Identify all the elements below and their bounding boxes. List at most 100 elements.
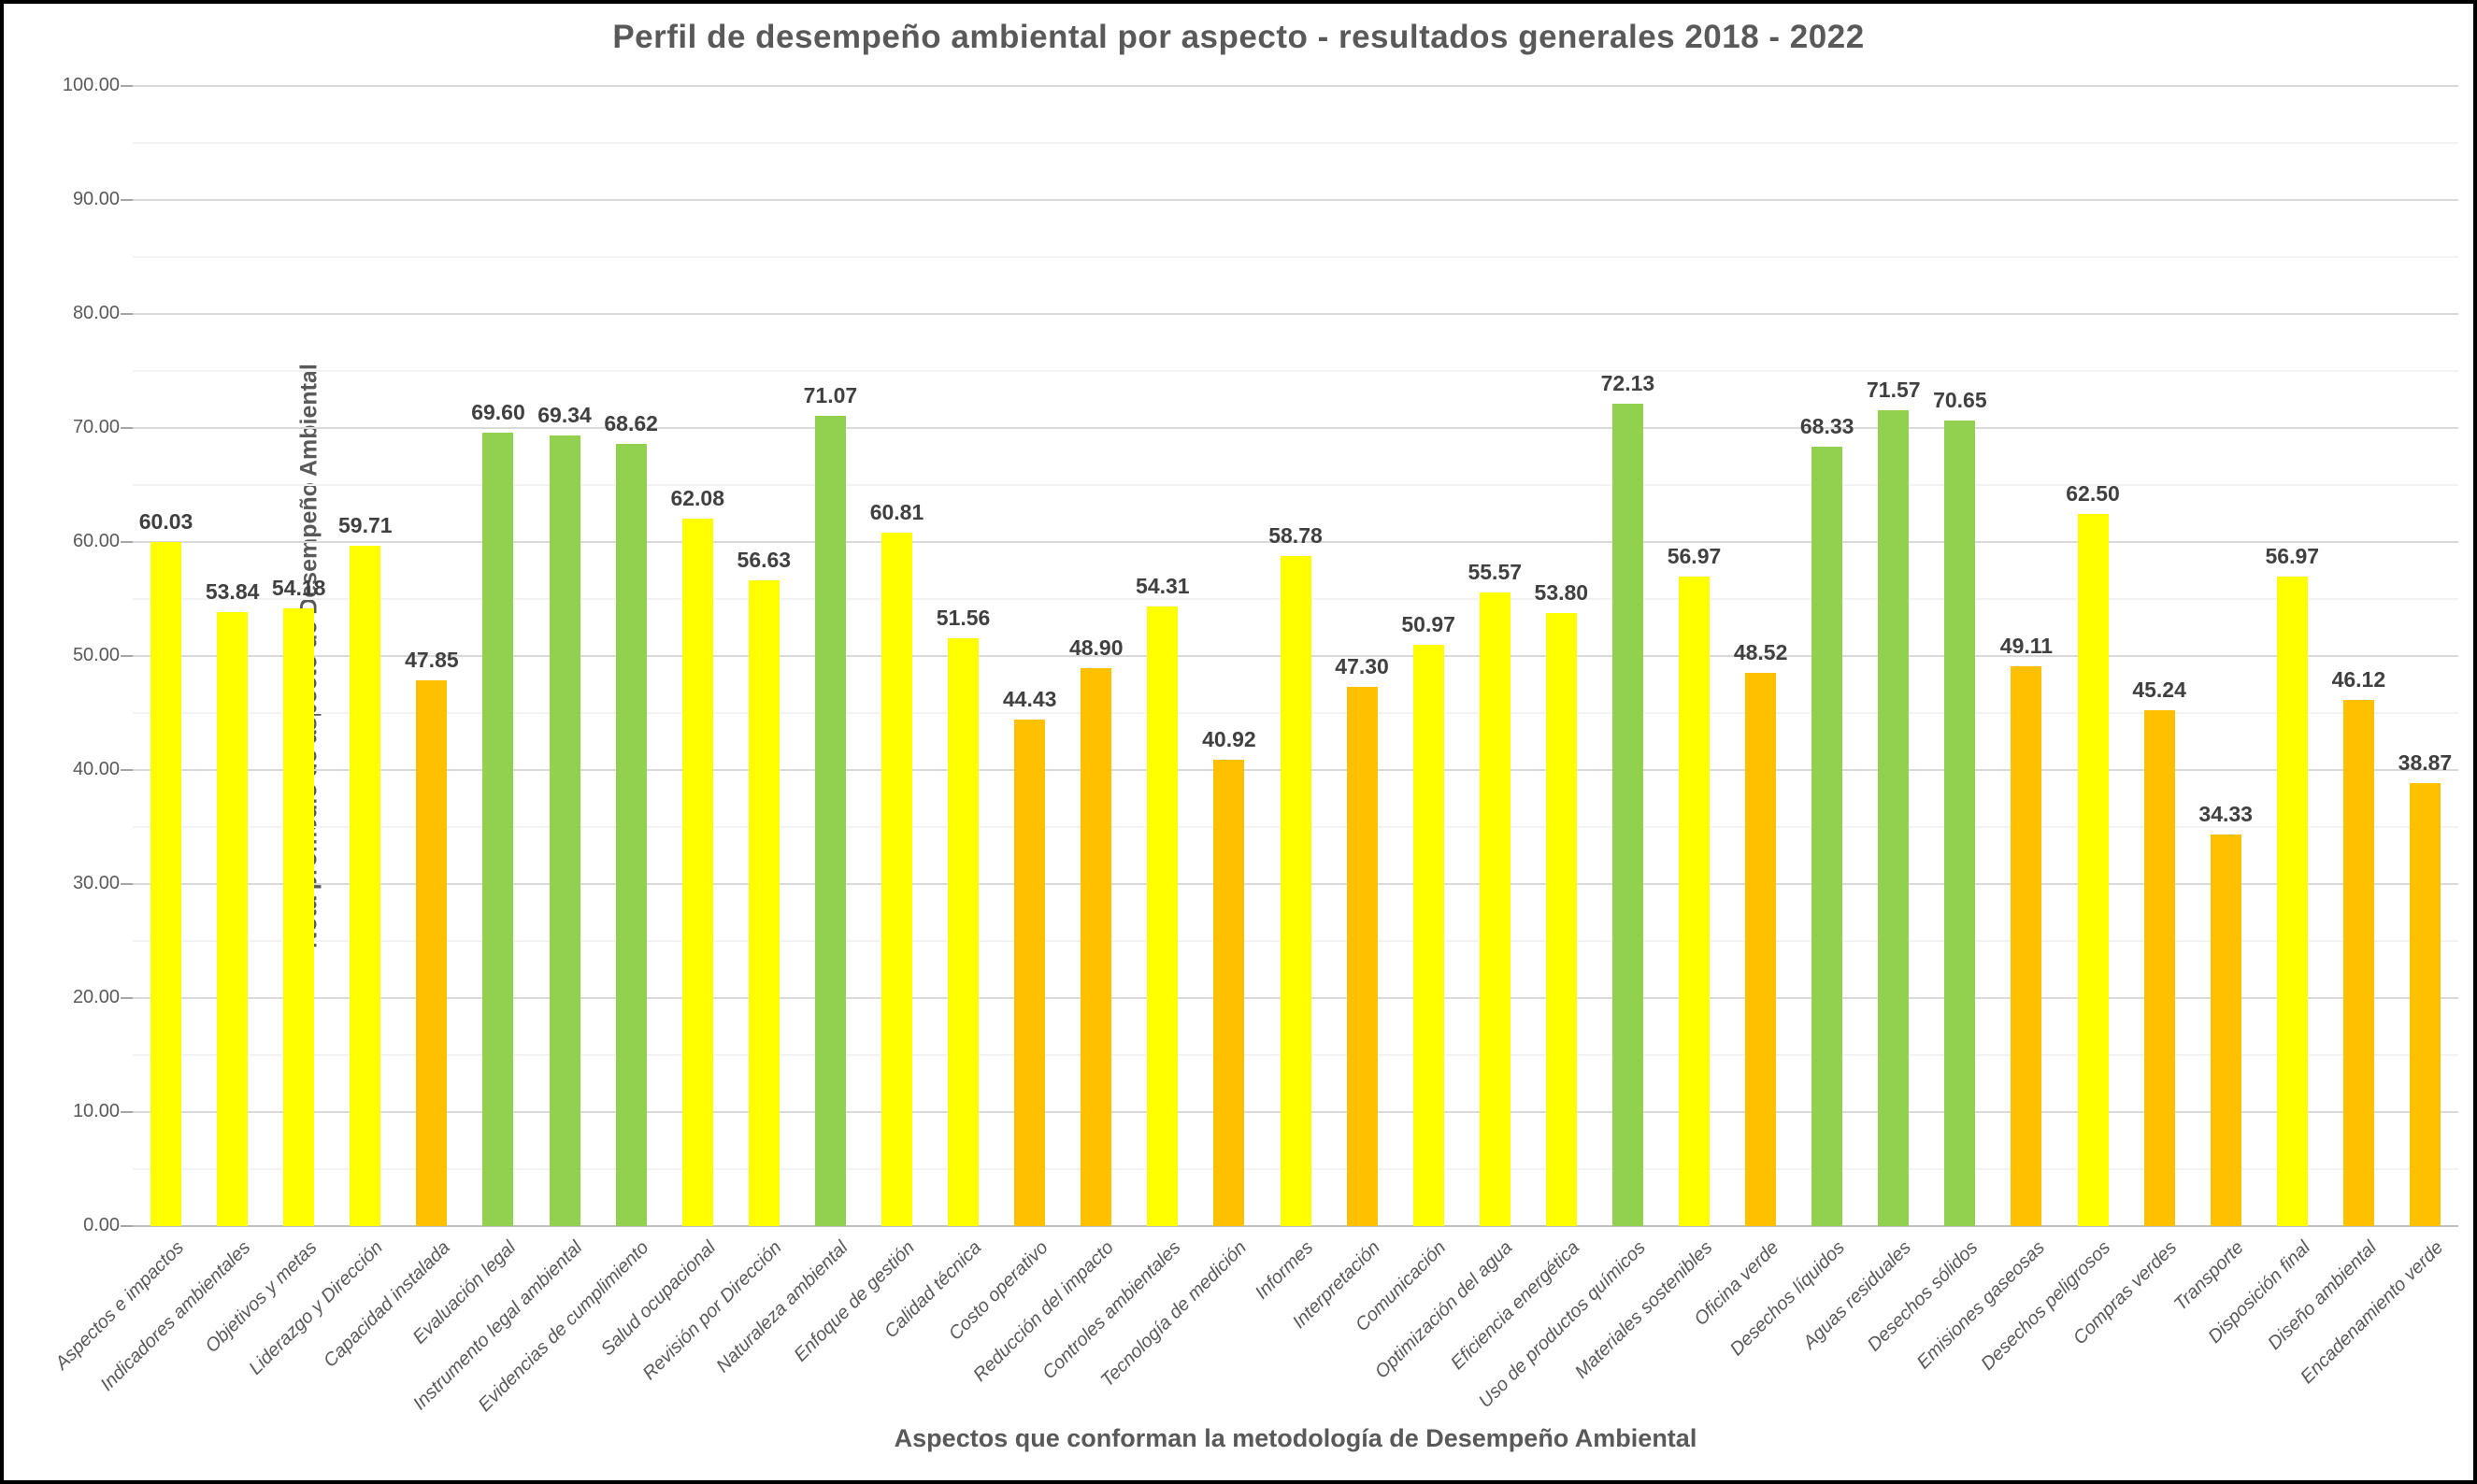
bar-value-label: 60.03 bbox=[138, 508, 193, 534]
y-tick-label: 50.00 bbox=[72, 645, 120, 665]
y-axis-tick-mark bbox=[121, 883, 133, 885]
bar bbox=[1213, 759, 1245, 1226]
bar-value-label: 53.84 bbox=[205, 579, 260, 605]
bar-value-label: 68.62 bbox=[604, 410, 658, 435]
y-tick-label: 80.00 bbox=[72, 303, 120, 323]
bar bbox=[2077, 513, 2109, 1226]
bar bbox=[2143, 710, 2175, 1226]
category-label: Emisiones gaseosas bbox=[1912, 1237, 2049, 1374]
bar bbox=[2409, 782, 2441, 1226]
category-label: Informes bbox=[1251, 1237, 1318, 1304]
bar bbox=[1611, 404, 1643, 1226]
y-axis-tick-mark bbox=[121, 655, 133, 657]
gridline-major bbox=[133, 85, 2458, 87]
category-label: Naturaleza ambiental bbox=[712, 1237, 852, 1377]
bar-value-label: 58.78 bbox=[1268, 522, 1323, 548]
y-axis-tick-mark bbox=[121, 427, 133, 429]
gridline-minor bbox=[133, 142, 2458, 144]
bar bbox=[1679, 576, 1710, 1226]
bar-value-label: 38.87 bbox=[2398, 749, 2453, 775]
bar bbox=[615, 443, 647, 1226]
bar-value-label: 47.30 bbox=[1335, 653, 1389, 678]
gridline-major bbox=[133, 313, 2458, 315]
bar-value-label: 50.97 bbox=[1401, 612, 1455, 637]
bar bbox=[814, 415, 846, 1226]
y-axis-tick-mark bbox=[121, 769, 133, 771]
bar bbox=[1944, 421, 1976, 1226]
bar bbox=[1479, 592, 1511, 1226]
bar bbox=[1147, 606, 1179, 1226]
bar-value-label: 69.60 bbox=[471, 399, 525, 424]
bar-value-label: 71.57 bbox=[1866, 377, 1921, 402]
bar-value-label: 62.50 bbox=[2066, 480, 2120, 506]
y-axis-tick-mark bbox=[121, 85, 133, 87]
bar bbox=[1280, 555, 1311, 1226]
bar-value-label: 46.12 bbox=[2331, 667, 2386, 692]
bar-value-label: 70.65 bbox=[1933, 388, 1987, 413]
bar-value-label: 62.08 bbox=[670, 485, 724, 510]
y-tick-label: 20.00 bbox=[72, 987, 120, 1007]
bar bbox=[217, 612, 249, 1226]
bar bbox=[681, 518, 713, 1226]
category-label: Desechos líquidos bbox=[1726, 1237, 1850, 1361]
bar bbox=[1545, 612, 1577, 1226]
bar-value-label: 49.11 bbox=[1999, 633, 2054, 658]
bar-value-label: 72.13 bbox=[1600, 371, 1655, 396]
plot-area: 60.03 53.84 54.18 59.71 47.85 69.60 69.34 68.62… bbox=[133, 85, 2458, 1227]
bar bbox=[948, 637, 980, 1226]
bar bbox=[2011, 665, 2042, 1226]
y-axis-tick-mark bbox=[121, 541, 133, 543]
bar-value-label: 60.81 bbox=[869, 500, 924, 525]
bar bbox=[1745, 673, 1777, 1226]
bar bbox=[1346, 686, 1378, 1226]
bar-value-label: 34.33 bbox=[2198, 802, 2253, 827]
gridline-minor bbox=[133, 484, 2458, 486]
bar bbox=[1081, 668, 1112, 1226]
bar-value-label: 55.57 bbox=[1468, 560, 1523, 585]
bar bbox=[1014, 719, 1046, 1226]
bar-value-label: 40.92 bbox=[1202, 726, 1256, 751]
y-tick-label: 100.00 bbox=[62, 75, 120, 95]
bar bbox=[549, 435, 580, 1226]
category-label: Enfoque de gestión bbox=[790, 1237, 920, 1366]
bar bbox=[1878, 409, 1910, 1226]
category-label: Objetivos y metas bbox=[201, 1237, 322, 1357]
category-label: Desechos peligrosos bbox=[1977, 1237, 2115, 1375]
bar-value-label: 69.34 bbox=[537, 403, 592, 428]
bar-value-label: 44.43 bbox=[1002, 686, 1057, 711]
bar bbox=[2210, 835, 2241, 1226]
category-label: Capacidad instalada bbox=[319, 1237, 454, 1372]
bar bbox=[283, 608, 315, 1226]
bar bbox=[482, 432, 514, 1226]
bar-value-label: 51.56 bbox=[936, 605, 991, 630]
category-label: Eficiencia energética bbox=[1446, 1237, 1583, 1375]
gridline-major bbox=[133, 541, 2458, 543]
bar-value-label: 53.80 bbox=[1534, 579, 1589, 605]
y-tick-label: 30.00 bbox=[72, 873, 120, 893]
y-axis-tick-mark bbox=[121, 313, 133, 315]
bar-value-label: 54.31 bbox=[1136, 574, 1190, 599]
y-tick-label: 60.00 bbox=[72, 531, 120, 551]
x-axis-line bbox=[133, 1225, 2458, 1227]
y-tick-label: 0.00 bbox=[83, 1215, 120, 1235]
y-tick-label: 90.00 bbox=[72, 189, 120, 209]
gridline-minor bbox=[133, 256, 2458, 258]
chart-title: Perfil de desempeño ambiental por aspect… bbox=[612, 19, 1865, 55]
bar bbox=[150, 541, 182, 1226]
bar-value-label: 45.24 bbox=[2132, 678, 2186, 703]
bar-value-label: 48.90 bbox=[1068, 635, 1124, 661]
bar bbox=[2276, 576, 2308, 1226]
gridline-minor bbox=[133, 370, 2458, 372]
bar-value-label: 54.18 bbox=[271, 576, 326, 601]
bar bbox=[1811, 447, 1843, 1226]
y-axis-tick-mark bbox=[121, 199, 133, 201]
bar-value-label: 47.85 bbox=[405, 648, 459, 673]
bar-value-label: 48.52 bbox=[1733, 640, 1788, 665]
y-tick-label: 70.00 bbox=[72, 417, 120, 437]
bar-value-label: 71.07 bbox=[803, 382, 858, 407]
gridline-major bbox=[133, 427, 2458, 429]
category-label: Salud ocupacional bbox=[596, 1237, 720, 1361]
bar-value-label: 56.63 bbox=[737, 548, 792, 573]
bar bbox=[2342, 700, 2374, 1226]
